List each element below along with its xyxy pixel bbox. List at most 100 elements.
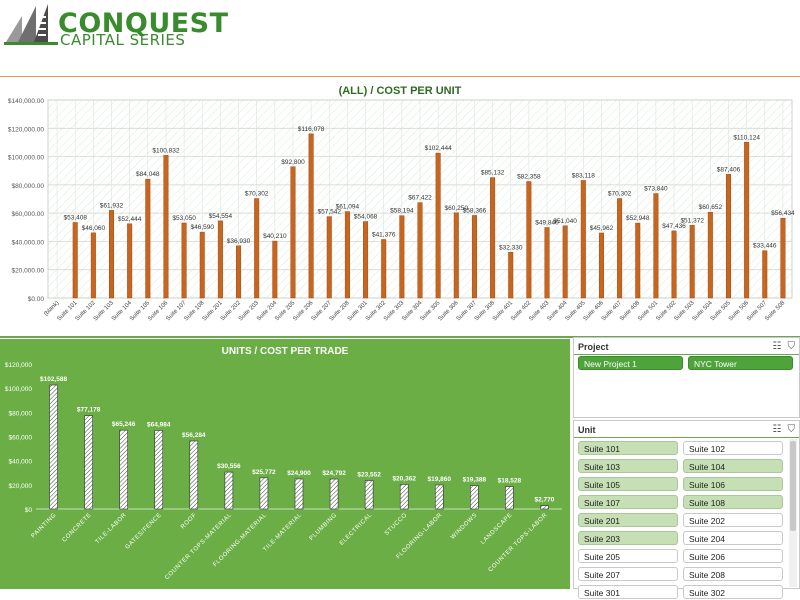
cost-per-unit-chart[interactable]: (ALL) / COST PER UNIT $0.00 $20,000.00 $40,… [0, 80, 800, 334]
bar[interactable] [326, 216, 332, 299]
bar[interactable] [562, 225, 568, 299]
unit-item-suite-105[interactable]: Suite 105 [578, 477, 678, 491]
x-tick-label: PAINTING [31, 512, 58, 539]
bar[interactable] [399, 215, 405, 299]
unit-item-suite-102[interactable]: Suite 102 [683, 441, 783, 455]
bar[interactable] [417, 202, 423, 299]
bar[interactable] [435, 152, 441, 299]
bar[interactable] [471, 215, 477, 299]
unit-item-suite-207[interactable]: Suite 207 [578, 567, 678, 581]
bar[interactable] [127, 223, 133, 299]
data-label: $47,436 [662, 223, 686, 230]
bar[interactable] [90, 232, 96, 299]
bar[interactable] [272, 240, 278, 299]
bar[interactable] [181, 222, 187, 299]
clear-filter-icon[interactable]: ⛉ [787, 424, 796, 435]
bar[interactable] [154, 430, 164, 510]
unit-item-suite-107[interactable]: Suite 107 [578, 495, 678, 509]
unit-item-suite-104[interactable]: Suite 104 [683, 459, 783, 473]
project-item-nyc-tower[interactable]: NYC Tower [688, 356, 793, 370]
data-label: $102,588 [40, 376, 67, 383]
project-item-new-project-1[interactable]: New Project 1 [578, 356, 683, 370]
bar[interactable] [224, 471, 234, 510]
bar[interactable] [399, 484, 409, 510]
unit-item-suite-202[interactable]: Suite 202 [683, 513, 783, 527]
bar[interactable] [109, 210, 115, 299]
unit-slicer-scrollbar[interactable] [789, 439, 797, 587]
scrollbar-thumb[interactable] [790, 441, 796, 531]
bar[interactable] [363, 221, 369, 299]
multiselect-icon[interactable]: ☷ [772, 341, 782, 352]
bar[interactable] [163, 155, 169, 299]
bar[interactable] [119, 429, 128, 510]
bar[interactable] [84, 415, 93, 510]
x-tick-label: (blank) [43, 300, 60, 317]
bar[interactable] [653, 193, 659, 299]
data-label: $87,406 [717, 166, 741, 173]
unit-item-suite-101[interactable]: Suite 101 [578, 441, 678, 455]
bar[interactable] [490, 177, 496, 299]
unit-item-suite-201[interactable]: Suite 201 [578, 513, 678, 527]
unit-item-suite-301[interactable]: Suite 301 [578, 585, 678, 599]
cost-per-trade-chart[interactable]: UNITS / COST PER TRADE $0 $20,000 $40,000 $6… [0, 339, 570, 589]
bar[interactable] [290, 166, 296, 299]
data-label: $70,302 [608, 191, 632, 198]
bar[interactable] [617, 198, 623, 299]
unit-slicer: Unit ☷ ⛉ Suite 101 Suite 102 Suite 103 Suite… [573, 420, 800, 599]
multiselect-icon[interactable]: ☷ [772, 424, 782, 435]
bar[interactable] [259, 477, 269, 510]
bar[interactable] [744, 142, 750, 299]
bar[interactable] [199, 231, 205, 299]
bar[interactable] [544, 227, 550, 299]
data-label: $24,900 [287, 470, 311, 477]
building-logo-icon [4, 4, 58, 45]
bar[interactable] [780, 217, 786, 299]
data-label: $32,330 [499, 244, 523, 251]
x-tick-label: COUNTER TOPS-LABOR [488, 512, 549, 573]
slicer-divider [574, 354, 799, 355]
bar[interactable] [72, 222, 78, 299]
bar[interactable] [580, 180, 586, 299]
bar[interactable] [254, 198, 260, 299]
unit-item-suite-204[interactable]: Suite 204 [683, 531, 783, 545]
bar[interactable] [189, 440, 199, 510]
bar[interactable] [381, 239, 387, 299]
data-label: $58,366 [463, 207, 487, 214]
bar[interactable] [598, 232, 604, 299]
bar[interactable] [329, 478, 339, 510]
bar[interactable] [470, 485, 479, 510]
bar[interactable] [49, 384, 58, 510]
bar[interactable] [453, 212, 459, 299]
bar[interactable] [707, 211, 713, 299]
bar[interactable] [308, 133, 314, 299]
bar[interactable] [635, 222, 641, 299]
bar[interactable] [217, 220, 223, 299]
bar[interactable] [434, 484, 444, 510]
unit-item-suite-203[interactable]: Suite 203 [578, 531, 678, 545]
bar[interactable] [505, 486, 514, 510]
bar[interactable] [344, 211, 350, 299]
bar[interactable] [762, 250, 768, 299]
unit-item-suite-106[interactable]: Suite 106 [683, 477, 783, 491]
bar[interactable] [671, 230, 677, 299]
bar[interactable] [508, 252, 514, 299]
unit-item-suite-208[interactable]: Suite 208 [683, 567, 783, 581]
unit-item-suite-108[interactable]: Suite 108 [683, 495, 783, 509]
bar[interactable] [364, 480, 374, 510]
unit-item-suite-206[interactable]: Suite 206 [683, 549, 783, 563]
bar[interactable] [145, 178, 151, 299]
clear-filter-icon[interactable]: ⛉ [787, 341, 796, 352]
data-label: $20,362 [392, 475, 416, 482]
bar[interactable] [540, 505, 549, 510]
bar[interactable] [236, 245, 242, 299]
data-label: $54,068 [354, 214, 378, 221]
bar[interactable] [294, 478, 304, 510]
bar[interactable] [689, 225, 695, 299]
data-label: $61,094 [336, 204, 360, 211]
bar[interactable] [725, 174, 731, 299]
unit-item-suite-103[interactable]: Suite 103 [578, 459, 678, 473]
chart-title: (ALL) / COST PER UNIT [339, 85, 462, 97]
unit-item-suite-302[interactable]: Suite 302 [683, 585, 783, 599]
unit-item-suite-205[interactable]: Suite 205 [578, 549, 678, 563]
bar[interactable] [526, 181, 532, 299]
